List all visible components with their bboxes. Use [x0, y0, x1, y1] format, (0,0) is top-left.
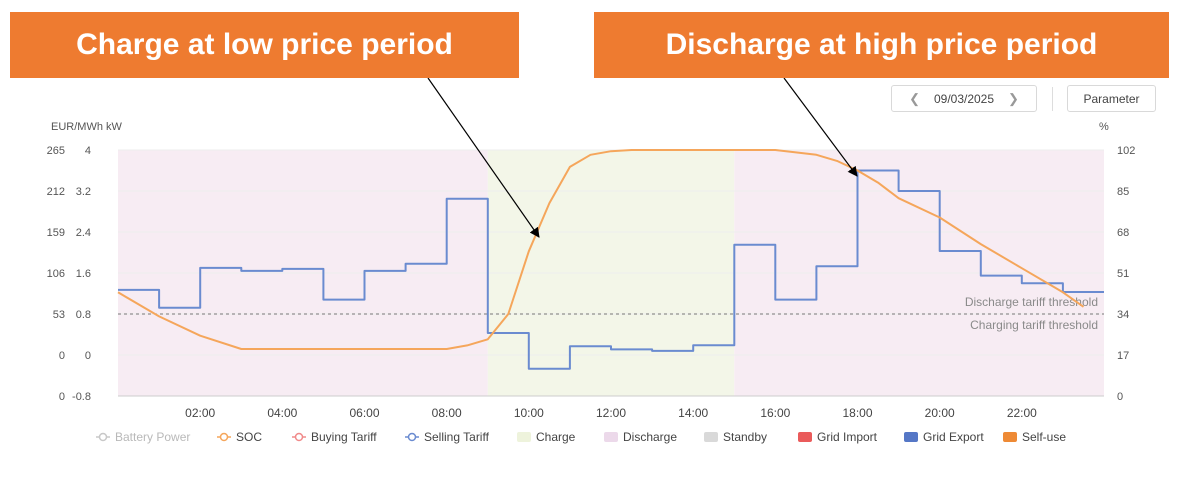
y-outer-tick: 106: [47, 268, 65, 280]
legend-item: Battery Power: [96, 430, 190, 444]
parameter-button[interactable]: Parameter: [1067, 85, 1156, 112]
legend-label: Grid Export: [923, 430, 984, 444]
x-tick-label: 16:00: [760, 406, 790, 420]
threshold-lines: Discharge tariff threshold Charging tarif…: [118, 295, 1104, 332]
y-right-tick: 102: [1117, 145, 1135, 157]
x-tick-label: 02:00: [185, 406, 215, 420]
y-outer-tick: 212: [47, 186, 65, 198]
y-inner-tick: 3.2: [76, 186, 91, 198]
legend-label: Buying Tariff: [311, 430, 377, 444]
x-tick-label: 14:00: [678, 406, 708, 420]
y-right-tick: 68: [1117, 227, 1129, 239]
date-value: 09/03/2025: [933, 91, 995, 106]
y-outer-tick: 0: [59, 391, 65, 403]
legend-box-marker: [604, 432, 618, 442]
legend-circle-marker: [219, 432, 229, 442]
discharge-arrow: [783, 77, 858, 177]
x-tick-label: 04:00: [267, 406, 297, 420]
y-inner-tick: 4: [85, 145, 91, 157]
series-selling-tariff: [118, 169, 1104, 370]
legend-label: Grid Import: [817, 430, 878, 444]
y-right-tick: 51: [1117, 268, 1129, 280]
discharge-annotation-banner: Discharge at high price period: [594, 12, 1169, 78]
y-outer-tick: 53: [53, 309, 65, 321]
x-tick-label: 10:00: [514, 406, 544, 420]
x-tick-label: 12:00: [596, 406, 626, 420]
y-right-tick: 17: [1117, 350, 1129, 362]
legend-label: Battery Power: [115, 430, 190, 444]
y-outer-tick: 265: [47, 145, 65, 157]
legend-item: Buying Tariff: [292, 430, 377, 444]
y-outer-tick: 0: [59, 350, 65, 362]
legend-label: Self-use: [1022, 430, 1066, 444]
y-right-tick: 34: [1117, 309, 1129, 321]
legend-label: Standby: [723, 430, 767, 444]
threshold-label-discharge: Discharge tariff threshold: [965, 295, 1098, 309]
y-inner-tick: 0: [85, 350, 91, 362]
toolbar-divider: [1052, 87, 1053, 111]
legend-box-marker: [798, 432, 812, 442]
chevron-left-icon[interactable]: ❮: [909, 90, 920, 106]
right-axis-label: %: [1099, 121, 1109, 133]
legend-item: Charge: [517, 430, 576, 444]
x-tick-label: 06:00: [349, 406, 379, 420]
chevron-right-icon[interactable]: ❯: [1008, 90, 1019, 106]
series-lines: [117, 149, 1104, 370]
threshold-label-charging: Charging tariff threshold: [970, 318, 1098, 332]
legend-label: Discharge: [623, 430, 677, 444]
annotation-arrows: [427, 77, 858, 238]
legend-item: Standby: [704, 430, 767, 444]
left-axis-label: EUR/MWh kW: [51, 121, 123, 133]
y-inner-tick: 0.8: [76, 309, 91, 321]
y-inner-tick: 2.4: [76, 227, 91, 239]
legend-label: SOC: [236, 430, 262, 444]
series-soc: [117, 149, 1085, 350]
legend-box-marker: [904, 432, 918, 442]
legend-item: SOC: [217, 430, 262, 444]
axes: 4 102 265 3.2 85 212 2.4 68 159 1.6 51 106 0.8 34 53 0 1…: [47, 121, 1136, 420]
legend-circle-marker: [294, 432, 304, 442]
legend: Battery Power SOC Buying Tariff Selling Tar…: [96, 430, 1066, 444]
x-tick-label: 08:00: [432, 406, 462, 420]
charge-arrow: [427, 77, 540, 238]
legend-circle-marker: [407, 432, 417, 442]
y-inner-tick: 1.6: [76, 268, 91, 280]
y-right-tick: 0: [1117, 391, 1123, 403]
x-tick-label: 18:00: [842, 406, 872, 420]
date-picker[interactable]: ❮ 09/03/2025 ❯: [891, 85, 1037, 112]
legend-circle-marker: [98, 432, 108, 442]
legend-box-marker: [704, 432, 718, 442]
legend-label: Charge: [536, 430, 576, 444]
y-right-tick: 85: [1117, 186, 1129, 198]
legend-item: Grid Import: [798, 430, 878, 444]
legend-item: Selling Tariff: [405, 430, 490, 444]
legend-item: Discharge: [604, 430, 677, 444]
legend-label: Selling Tariff: [424, 430, 490, 444]
legend-box-marker: [517, 432, 531, 442]
x-tick-label: 22:00: [1007, 406, 1037, 420]
y-inner-tick: -0.8: [72, 391, 91, 403]
legend-item: Grid Export: [904, 430, 984, 444]
y-outer-tick: 159: [47, 227, 65, 239]
legend-box-marker: [1003, 432, 1017, 442]
charge-annotation-banner: Charge at low price period: [10, 12, 519, 78]
x-tick-label: 20:00: [925, 406, 955, 420]
legend-item: Self-use: [1003, 430, 1066, 444]
